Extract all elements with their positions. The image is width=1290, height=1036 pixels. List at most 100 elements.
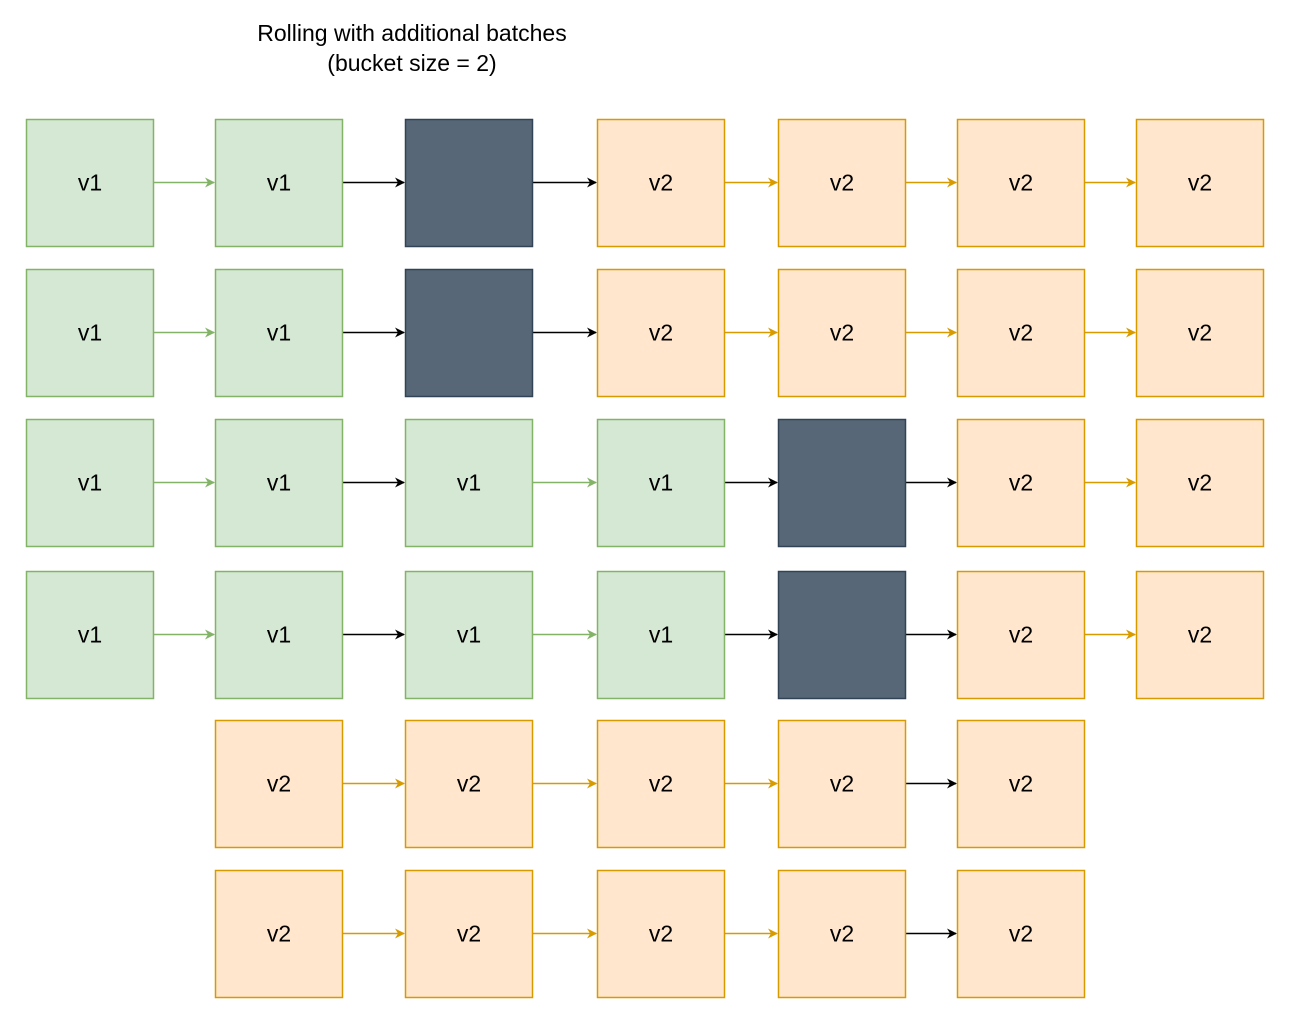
node-label: v1 xyxy=(78,320,102,346)
node-v2: v2 xyxy=(1135,418,1265,548)
node-box xyxy=(596,118,726,248)
node-v2: v2 xyxy=(956,570,1086,700)
node-label: v2 xyxy=(267,921,291,947)
node-box xyxy=(596,268,726,398)
node-v2: v2 xyxy=(956,118,1086,248)
node-box xyxy=(404,719,534,849)
node-v2: v2 xyxy=(214,719,344,849)
node-v2: v2 xyxy=(1135,118,1265,248)
node-v2: v2 xyxy=(956,869,1086,999)
node-box xyxy=(25,118,155,248)
node-label: v2 xyxy=(649,921,673,947)
diagram-title-line-1: Rolling with additional batches xyxy=(257,20,567,46)
node-label: v2 xyxy=(649,771,673,797)
node-box xyxy=(1135,570,1265,700)
diagram-title: Rolling with additional batches (bucket … xyxy=(0,18,824,78)
node-label: v2 xyxy=(830,771,854,797)
node-box xyxy=(777,869,907,999)
row-5: v2 v2 v2 v2 v2 xyxy=(214,719,1086,849)
node-box xyxy=(1135,418,1265,548)
node-label: v2 xyxy=(830,170,854,196)
node-box xyxy=(956,869,1086,999)
node-v2: v2 xyxy=(404,869,534,999)
node-box xyxy=(1135,268,1265,398)
node-label: v2 xyxy=(267,771,291,797)
node-label: v2 xyxy=(1009,320,1033,346)
node-v2: v2 xyxy=(956,719,1086,849)
node-box xyxy=(956,719,1086,849)
node-box xyxy=(596,570,726,700)
node-v2: v2 xyxy=(1135,570,1265,700)
node-label: v2 xyxy=(457,921,481,947)
row-1: v1 v1 v2 v2 v2 v2 xyxy=(25,118,1265,248)
diagram-title-line-2: (bucket size = 2) xyxy=(327,50,497,76)
node-v2: v2 xyxy=(956,418,1086,548)
node-v1: v1 xyxy=(596,418,726,548)
node-box xyxy=(404,268,534,398)
node-label: v2 xyxy=(830,320,854,346)
node-label: v2 xyxy=(1009,771,1033,797)
node-dark xyxy=(777,570,907,700)
node-v1: v1 xyxy=(25,118,155,248)
node-box xyxy=(404,570,534,700)
node-label: v2 xyxy=(1009,622,1033,648)
node-box xyxy=(214,719,344,849)
node-label: v2 xyxy=(649,320,673,346)
node-box xyxy=(956,418,1086,548)
node-label: v2 xyxy=(649,170,673,196)
node-label: v2 xyxy=(1009,921,1033,947)
node-v2: v2 xyxy=(596,118,726,248)
node-v2: v2 xyxy=(777,118,907,248)
node-v2: v2 xyxy=(777,268,907,398)
node-label: v1 xyxy=(267,170,291,196)
node-v1: v1 xyxy=(214,268,344,398)
row-4: v1 v1 v1 v1 v2 v2 xyxy=(25,570,1265,700)
node-box xyxy=(777,268,907,398)
node-label: v1 xyxy=(78,622,102,648)
node-v1: v1 xyxy=(214,570,344,700)
node-box xyxy=(25,570,155,700)
node-box xyxy=(404,418,534,548)
node-v1: v1 xyxy=(596,570,726,700)
node-label: v1 xyxy=(267,320,291,346)
node-box xyxy=(214,268,344,398)
node-v2: v2 xyxy=(404,719,534,849)
node-v2: v2 xyxy=(1135,268,1265,398)
node-box xyxy=(25,268,155,398)
node-box xyxy=(777,418,907,548)
node-label: v1 xyxy=(78,470,102,496)
row-2: v1 v1 v2 v2 v2 v2 xyxy=(25,268,1265,398)
node-v1: v1 xyxy=(404,570,534,700)
node-v1: v1 xyxy=(404,418,534,548)
node-dark xyxy=(777,418,907,548)
node-v2: v2 xyxy=(596,869,726,999)
node-label: v2 xyxy=(457,771,481,797)
node-v1: v1 xyxy=(25,570,155,700)
node-box xyxy=(1135,118,1265,248)
row-3: v1 v1 v1 v1 v2 v2 xyxy=(25,418,1265,548)
node-box xyxy=(956,570,1086,700)
node-v2: v2 xyxy=(777,869,907,999)
node-box xyxy=(404,869,534,999)
node-dark xyxy=(404,118,534,248)
node-label: v1 xyxy=(649,470,673,496)
node-dark xyxy=(404,268,534,398)
node-box xyxy=(956,118,1086,248)
node-label: v1 xyxy=(267,622,291,648)
node-label: v2 xyxy=(830,921,854,947)
node-box xyxy=(214,869,344,999)
node-label: v1 xyxy=(267,470,291,496)
node-box xyxy=(25,418,155,548)
node-v1: v1 xyxy=(214,118,344,248)
node-box xyxy=(596,869,726,999)
node-label: v2 xyxy=(1188,170,1212,196)
node-v1: v1 xyxy=(25,268,155,398)
node-label: v2 xyxy=(1009,470,1033,496)
node-box xyxy=(777,719,907,849)
node-label: v2 xyxy=(1188,470,1212,496)
node-v2: v2 xyxy=(596,719,726,849)
node-v1: v1 xyxy=(214,418,344,548)
node-label: v2 xyxy=(1009,170,1033,196)
